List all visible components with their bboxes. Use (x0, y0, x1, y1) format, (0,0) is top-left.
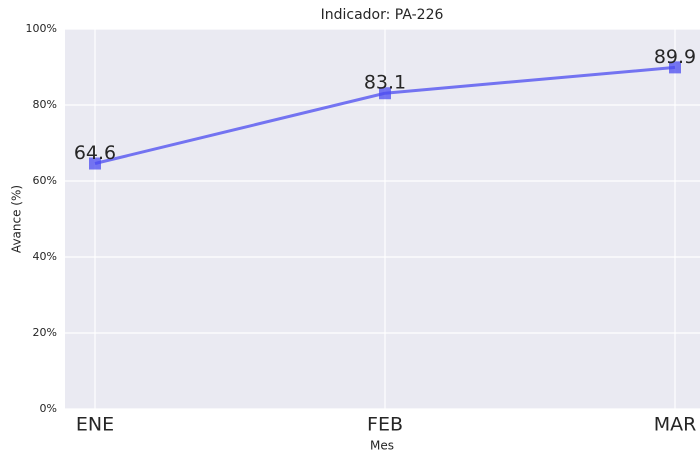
y-tick-label: 40% (33, 250, 57, 263)
y-tick-label: 60% (33, 174, 57, 187)
marker (669, 61, 681, 74)
x-tick-label: FEB (367, 414, 403, 436)
data-label: 64.6 (74, 142, 116, 164)
marker (379, 87, 391, 100)
y-tick-label: 100% (26, 22, 57, 35)
chart-title: Indicador: PA-226 (321, 7, 444, 23)
y-tick-label: 20% (33, 326, 57, 339)
x-tick-label: MAR (654, 414, 697, 436)
data-label: 83.1 (364, 72, 406, 94)
y-axis-label: Avance (%) (10, 185, 24, 253)
marker (89, 157, 101, 170)
y-tick-label: 80% (33, 98, 57, 111)
x-axis-label: Mes (370, 439, 394, 452)
x-tick-label: ENE (76, 414, 114, 436)
data-label: 89.9 (654, 46, 696, 68)
y-tick-label: 0% (40, 402, 57, 415)
